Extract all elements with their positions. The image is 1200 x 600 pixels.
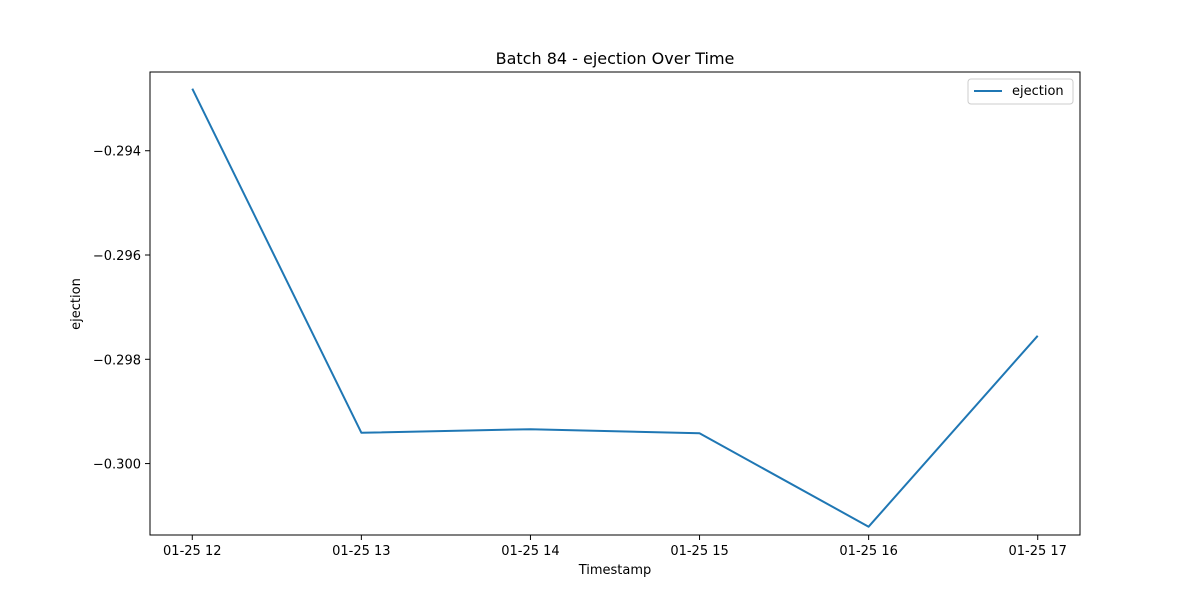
y-tick-label: −0.294 xyxy=(93,145,141,160)
x-axis: 01-25 12 01-25 13 01-25 14 01-25 15 01-25 16… xyxy=(163,535,1067,559)
x-tick-label: 01-25 17 xyxy=(1009,544,1067,559)
y-axis-title: ejection xyxy=(69,278,84,330)
y-tick-label: −0.298 xyxy=(93,353,141,368)
series-layer xyxy=(191,88,1039,528)
x-tick-label: 01-25 16 xyxy=(839,544,897,559)
y-tick-label: −0.300 xyxy=(93,458,141,473)
x-tick-label: 01-25 12 xyxy=(163,544,221,559)
x-tick-label: 01-25 15 xyxy=(670,544,728,559)
x-tick-label: 01-25 14 xyxy=(501,544,559,559)
legend: ejection xyxy=(967,78,1074,105)
series-line-ejection xyxy=(191,88,1039,528)
legend-label-ejection: ejection xyxy=(1012,84,1064,99)
x-axis-title: Timestamp xyxy=(578,563,652,578)
y-tick-label: −0.296 xyxy=(93,249,141,264)
plot-area xyxy=(149,71,1081,536)
x-tick-label: 01-25 13 xyxy=(332,544,390,559)
y-axis: −0.300 −0.298 −0.296 −0.294 xyxy=(93,145,150,473)
legend-box xyxy=(967,78,1074,105)
chart-title: Batch 84 - ejection Over Time xyxy=(496,49,735,68)
